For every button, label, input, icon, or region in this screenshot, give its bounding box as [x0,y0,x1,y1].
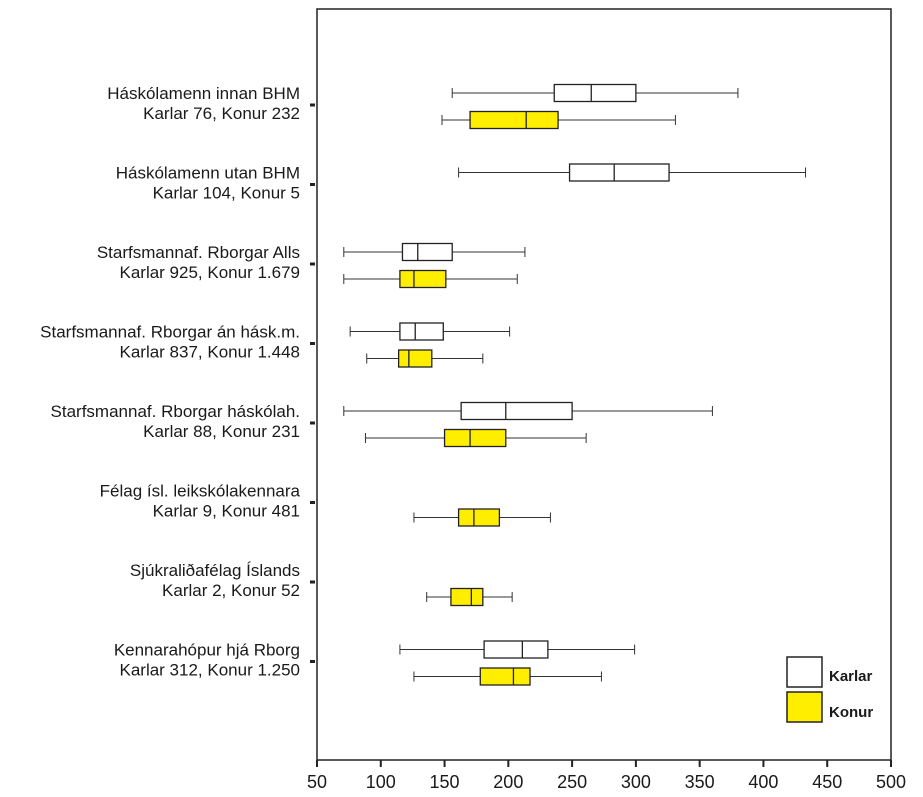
category-label: Kennarahópur hjá Rborg [114,641,300,660]
category-label: Háskólamenn innan BHM [107,84,300,103]
box-iqr [460,401,573,421]
box-konur [366,349,484,368]
category-count-label: Karlar 312, Konur 1.250 [119,661,300,680]
box-karlar [343,242,526,262]
category-label: Sjúkraliðafélag Íslands [130,561,300,580]
legend-swatch-konur [786,691,823,723]
box-iqr [450,587,484,607]
box-konur [426,587,513,607]
x-tick-label: 500 [876,772,906,792]
boxes [343,83,807,686]
x-tick-label: 300 [621,772,651,792]
x-tick-label: 350 [685,772,715,792]
category-count-label: Karlar 104, Konur 5 [153,184,300,203]
box-iqr [469,110,559,130]
box-karlar [349,322,511,341]
category-label: Starfsmannaf. Rborgar Alls [97,243,300,262]
x-tick-label: 400 [748,772,778,792]
category-count-label: Karlar 9, Konur 481 [153,502,300,521]
box-iqr [399,322,444,341]
box-iqr [483,640,549,659]
box-karlar [343,401,713,421]
category-count-label: Karlar 88, Konur 231 [143,422,300,441]
box-konur [441,110,676,130]
plot-frame [316,8,892,761]
x-tick-label: 450 [812,772,842,792]
legend-swatch-karlar [786,656,823,688]
box-iqr [457,508,501,527]
box-konur [364,428,587,448]
box-iqr [553,83,637,103]
box-karlar [458,163,807,182]
x-tick-label: 50 [307,772,327,792]
box-karlar [451,83,739,103]
category-label: Starfsmannaf. Rborgar háskólah. [51,402,300,421]
category-ticks [310,103,315,663]
box-iqr [443,428,507,448]
box-konur [413,667,602,686]
box-karlar [399,640,636,659]
box-iqr [479,667,531,686]
category-count-label: Karlar 76, Konur 232 [143,104,300,123]
x-tick-label: 100 [366,772,396,792]
category-count-label: Karlar 2, Konur 52 [162,581,300,600]
legend: Karlar Konur [786,656,873,723]
category-count-label: Karlar 925, Konur 1.679 [119,263,300,282]
box-iqr [397,349,433,368]
category-count-label: Karlar 837, Konur 1.448 [119,343,300,362]
legend-label-konur: Konur [829,704,873,721]
x-axis: 50 100 150 200 250 300 350 400 450 500 [307,760,906,792]
category-label: Starfsmannaf. Rborgar án hásk.m. [40,323,300,342]
box-iqr [401,242,453,262]
category-label: Félag ísl. leikskólakennara [100,482,301,501]
x-tick-label: 200 [493,772,523,792]
box-iqr [399,269,447,289]
category-label: Háskólamenn utan BHM [116,164,300,183]
x-tick-label: 250 [557,772,587,792]
x-tick-label: 150 [430,772,460,792]
box-iqr [568,163,670,182]
box-konur [413,508,551,527]
legend-label-karlar: Karlar [829,668,873,685]
box-konur [343,269,518,289]
